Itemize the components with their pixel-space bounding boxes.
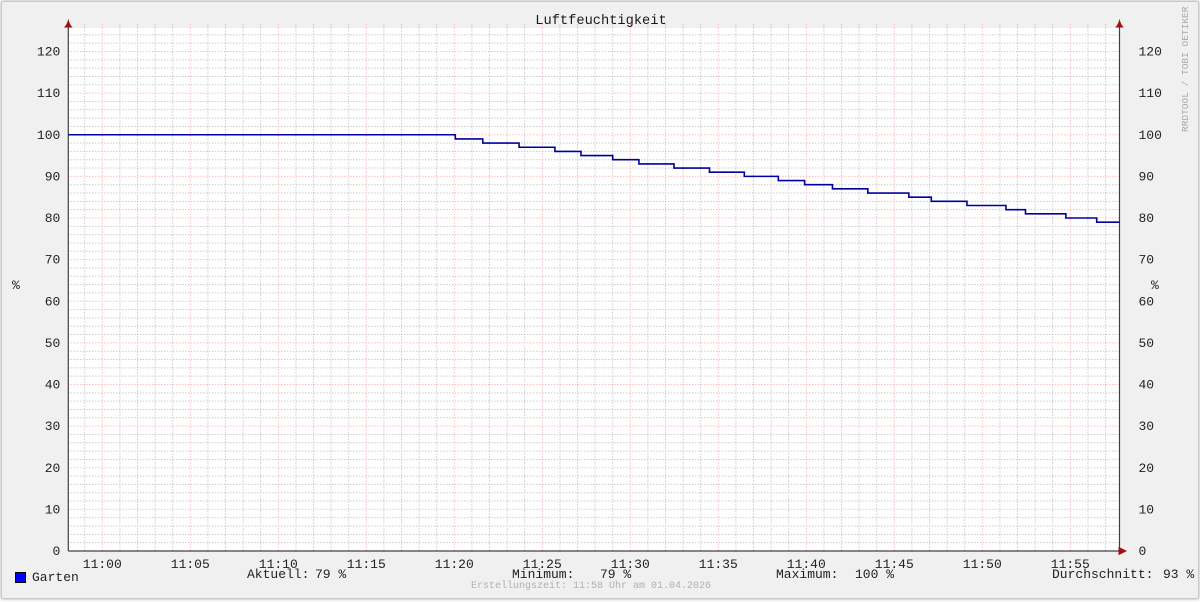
svg-text:10: 10 xyxy=(1139,502,1155,517)
svg-text:20: 20 xyxy=(45,461,61,476)
svg-text:70: 70 xyxy=(45,253,61,268)
svg-text:80: 80 xyxy=(45,211,61,226)
svg-text:0: 0 xyxy=(1139,544,1147,559)
svg-text:110: 110 xyxy=(37,86,60,101)
svg-text:90: 90 xyxy=(45,169,61,184)
svg-text:11:05: 11:05 xyxy=(171,557,210,572)
svg-text:110: 110 xyxy=(1139,86,1162,101)
svg-text:%: % xyxy=(1151,278,1159,293)
svg-text:11:20: 11:20 xyxy=(435,557,474,572)
svg-text:11:50: 11:50 xyxy=(963,557,1002,572)
svg-text:10: 10 xyxy=(45,502,61,517)
svg-text:60: 60 xyxy=(1139,294,1155,309)
svg-text:120: 120 xyxy=(37,45,60,60)
svg-text:50: 50 xyxy=(45,336,61,351)
svg-text:120: 120 xyxy=(1139,45,1162,60)
svg-text:40: 40 xyxy=(45,378,61,393)
svg-text:70: 70 xyxy=(1139,253,1155,268)
svg-text:80: 80 xyxy=(1139,211,1155,226)
svg-text:100: 100 xyxy=(37,128,60,143)
svg-text:11:00: 11:00 xyxy=(83,557,122,572)
svg-text:30: 30 xyxy=(1139,419,1155,434)
svg-text:0: 0 xyxy=(52,544,60,559)
svg-text:11:15: 11:15 xyxy=(347,557,386,572)
svg-text:30: 30 xyxy=(45,419,61,434)
svg-text:%: % xyxy=(12,278,20,293)
svg-text:Luftfeuchtigkeit: Luftfeuchtigkeit xyxy=(535,14,666,29)
svg-text:50: 50 xyxy=(1139,336,1155,351)
svg-text:11:35: 11:35 xyxy=(699,557,738,572)
svg-text:90: 90 xyxy=(1139,169,1155,184)
svg-text:60: 60 xyxy=(45,294,61,309)
svg-text:40: 40 xyxy=(1139,378,1155,393)
svg-text:100: 100 xyxy=(1139,128,1162,143)
svg-text:20: 20 xyxy=(1139,461,1155,476)
